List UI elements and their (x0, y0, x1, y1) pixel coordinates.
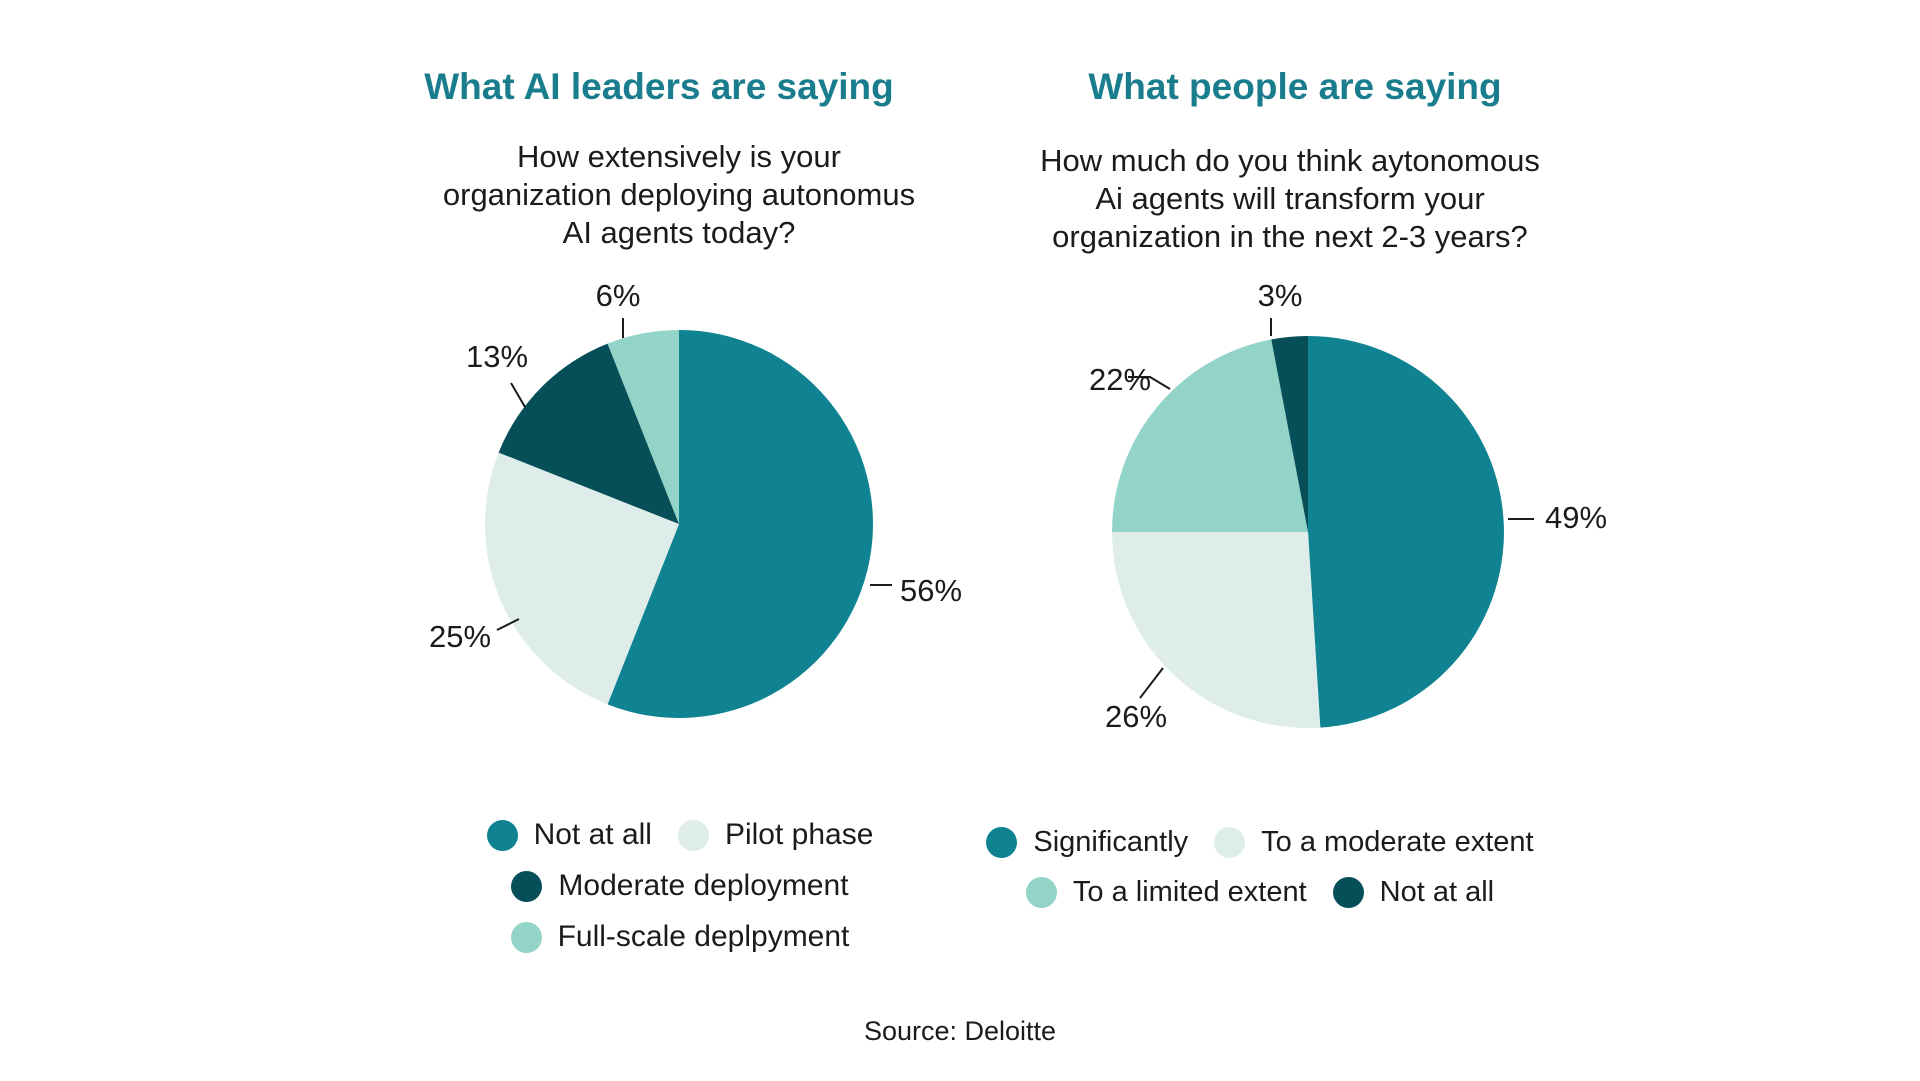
legend-item-moderate-deployment: Moderate deployment (511, 869, 849, 903)
pie-percent-label: 56% (900, 573, 962, 608)
legend-item-not-at-all: Not at all (486, 818, 652, 852)
percent-label-leader-line (1139, 667, 1164, 699)
legend-swatch-circle-icon (1025, 877, 1057, 908)
pie-slice-to-a-limited-extent (1112, 339, 1308, 532)
right-subtitle-line-1: How much do you think aytonomous (1040, 143, 1540, 178)
percent-label-leader-line (510, 382, 526, 408)
legend-item-pilot-phase: Pilot phase (677, 818, 874, 852)
legend-row: To a limited extent Not at all (1025, 876, 1495, 909)
right-pie-chart: 49% 26% 22% 3% (1089, 278, 1607, 734)
left-subtitle-line-2: organization deploying autonomus (442, 177, 916, 212)
legend-swatch-circle-icon (1214, 827, 1246, 858)
right-chart-subtitle: How much do you think aytonomous Ai agen… (990, 142, 1590, 256)
left-chart-subtitle: How extensively is your organization dep… (379, 138, 979, 252)
pie-slice-full-scale-deplpyment (607, 330, 679, 524)
legend-label: Significantly (1033, 826, 1189, 858)
pie-percent-label: 49% (1545, 500, 1607, 535)
legend-swatch-circle-icon (986, 827, 1018, 858)
source-note: Source: Deloitte (863, 1016, 1057, 1046)
right-subtitle-line-3: organization in the next 2-3 years? (1052, 219, 1528, 254)
legend-label: Full-scale deplpyment (557, 920, 850, 953)
pie-slice-moderate-deployment (498, 343, 679, 524)
pie-percent-label: 26% (1105, 699, 1167, 734)
left-chart-title: What AI leaders are saying (424, 66, 894, 107)
left-pie-chart: 56% 25% 13% 6% (429, 278, 962, 718)
pie-percent-label: 6% (596, 278, 641, 313)
left-subtitle-line-1: How extensively is your (517, 139, 841, 174)
legend-swatch-circle-icon (486, 819, 518, 851)
right-subtitle-line-2: Ai agents will transform your (1095, 181, 1485, 216)
percent-label-leader-line (496, 618, 520, 631)
percent-label-leader-line (1128, 376, 1171, 390)
legend-row: Significantly To a moderate extent (986, 826, 1534, 859)
right-chart-title: What people are saying (1088, 66, 1502, 107)
legend-swatch-circle-icon (677, 819, 709, 851)
pie-percent-label: 3% (1258, 278, 1303, 313)
legend-row: Full-scale deplpyment (510, 920, 850, 954)
pie-slice-pilot-phase (484, 452, 679, 705)
legend-item-to-a-limited-extent: To a limited extent (1025, 876, 1307, 909)
legend-label: Not at all (1379, 876, 1495, 908)
legend-label: Moderate deployment (558, 869, 849, 902)
legend-label: To a limited extent (1072, 876, 1307, 908)
left-pie-legend: Not at all Pilot phase Moderate deployment… (380, 818, 980, 954)
legend-row: Moderate deployment (511, 869, 849, 903)
legend-row: Not at all Pilot phase (486, 818, 874, 852)
legend-label: Not at all (533, 818, 652, 851)
pie-slice-to-a-moderate-extent (1112, 532, 1321, 728)
legend-item-not-at-all: Not at all (1332, 876, 1495, 909)
legend-swatch-circle-icon (511, 870, 543, 902)
legend-item-significantly: Significantly (986, 826, 1188, 859)
legend-label: To a moderate extent (1261, 826, 1534, 858)
legend-item-to-a-moderate-extent: To a moderate extent (1214, 826, 1534, 859)
pie-slice-not-at-all (607, 330, 873, 718)
right-pie-legend: Significantly To a moderate extent To a li… (980, 826, 1540, 909)
legend-item-full-scale-deplpyment: Full-scale deplpyment (510, 920, 850, 954)
pie-slice-significantly (1308, 336, 1504, 728)
legend-swatch-circle-icon (510, 921, 542, 953)
left-subtitle-line-3: AI agents today? (562, 215, 796, 250)
pie-slice-not-at-all (1271, 336, 1308, 532)
pie-percent-label: 25% (429, 619, 491, 654)
legend-label: Pilot phase (724, 818, 874, 851)
pie-percent-label: 22% (1089, 362, 1151, 397)
legend-swatch-circle-icon (1332, 877, 1364, 908)
pie-percent-label: 13% (466, 339, 528, 374)
